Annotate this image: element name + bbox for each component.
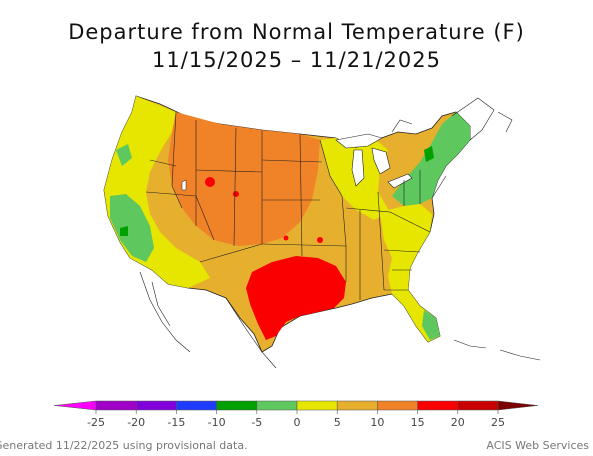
legend-tick-label: 15: [411, 416, 425, 429]
lake-michigan: [351, 149, 365, 187]
legend-bin: [95, 400, 137, 411]
legend-bin: [216, 400, 258, 411]
map-title: Departure from Normal Temperature (F): [68, 20, 525, 44]
legend-low-arrow: [53, 400, 97, 411]
legend-bin: [135, 400, 177, 411]
region-california-below-normal: [110, 194, 154, 262]
region-texas-much-above: [246, 256, 346, 340]
spot-colorado-red: [233, 191, 239, 197]
region-florida-green: [422, 310, 440, 340]
legend-bin: [256, 400, 298, 411]
legend-bin: [417, 400, 459, 411]
great-salt-lake: [181, 179, 187, 191]
legend-tick-label: -20: [127, 416, 145, 429]
legend-bin: [377, 400, 418, 411]
map-subtitle: 11/15/2025 – 11/21/2025: [152, 48, 441, 72]
region-nw-green-patch: [116, 144, 132, 166]
legend-tick-label: 0: [294, 416, 301, 429]
spot-nebraska-red: [283, 235, 289, 241]
legend-bin: [176, 400, 217, 411]
legend-tick-label: -15: [167, 416, 185, 429]
legend-tick-label: 5: [334, 416, 341, 429]
us-map: [103, 95, 541, 369]
region-ca-dark-green: [120, 226, 128, 236]
color-legend: -25 -20 -15 -10 -5 0 5 10 15 20 25: [53, 400, 539, 429]
lake-erie: [387, 173, 413, 189]
region-southeast-yellow: [380, 204, 440, 342]
legend-bin: [457, 400, 499, 411]
legend-tick-label: 20: [451, 416, 465, 429]
legend-tick-label: 25: [491, 416, 505, 429]
legend-tick-label: -5: [251, 416, 262, 429]
region-ny-dark-green: [424, 146, 434, 162]
neighbor-coastlines: [139, 97, 541, 369]
legend-tick-label: 10: [370, 416, 384, 429]
spot-kansas-red: [317, 237, 323, 243]
legend-tick-label: -25: [87, 416, 105, 429]
footer-generated-note: Generated 11/22/2025 using provisional d…: [0, 439, 248, 452]
legend-bin: [296, 400, 338, 411]
legend-bin: [336, 400, 378, 411]
legend-high-arrow: [497, 400, 539, 411]
lake-superior: [335, 133, 383, 149]
state-boundaries: [145, 111, 447, 300]
lake-huron: [371, 147, 391, 175]
footer-credit: ACIS Web Services: [486, 439, 589, 452]
spot-wyoming-red: [205, 177, 215, 187]
legend-tick-label: -10: [208, 416, 226, 429]
region-north-central-orange: [168, 112, 320, 246]
